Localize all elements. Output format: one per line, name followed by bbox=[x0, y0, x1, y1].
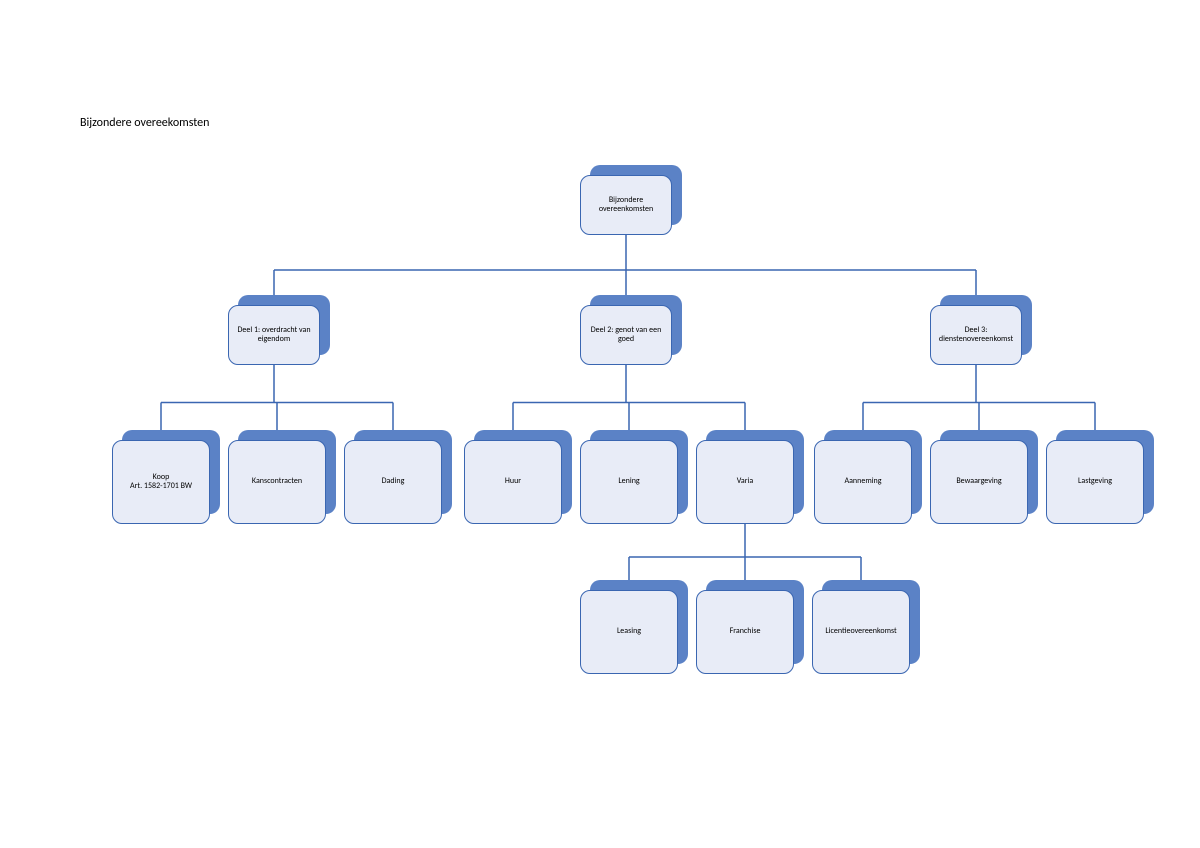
tree-node-deel2: Deel 2: genot van een goed bbox=[580, 305, 672, 365]
node-face: Dading bbox=[344, 440, 442, 524]
tree-node-bewaar: Bewaargeving bbox=[930, 440, 1028, 524]
connector bbox=[863, 365, 1095, 440]
connector-layer bbox=[0, 0, 1200, 848]
node-face: Bewaargeving bbox=[930, 440, 1028, 524]
node-label: Koop Art. 1582-1701 BW bbox=[130, 473, 192, 491]
node-label: Huur bbox=[505, 477, 521, 486]
node-label: Leasing bbox=[617, 627, 641, 636]
node-face: Leasing bbox=[580, 590, 678, 674]
tree-node-last: Lastgeving bbox=[1046, 440, 1144, 524]
node-face: Franchise bbox=[696, 590, 794, 674]
connector bbox=[161, 365, 393, 440]
tree-node-dading: Dading bbox=[344, 440, 442, 524]
node-label: Licentieovereenkomst bbox=[825, 627, 896, 636]
tree-node-kans: Kanscontracten bbox=[228, 440, 326, 524]
tree-node-varia: Varia bbox=[696, 440, 794, 524]
node-label: Deel 3: dienstenovereenkomst bbox=[935, 326, 1017, 344]
node-face: Lening bbox=[580, 440, 678, 524]
connector bbox=[513, 365, 745, 440]
node-face: Bijzondere overeenkomsten bbox=[580, 175, 672, 235]
node-label: Bewaargeving bbox=[956, 477, 1001, 486]
node-face: Deel 1: overdracht van eigendom bbox=[228, 305, 320, 365]
node-label: Franchise bbox=[730, 627, 761, 636]
tree-node-aann: Aanneming bbox=[814, 440, 912, 524]
tree-node-fran: Franchise bbox=[696, 590, 794, 674]
node-label: Kanscontracten bbox=[252, 477, 302, 486]
node-face: Lastgeving bbox=[1046, 440, 1144, 524]
diagram-canvas: Bijzondere overeekomsten Bijzondere over… bbox=[0, 0, 1200, 848]
node-label: Deel 1: overdracht van eigendom bbox=[233, 326, 315, 344]
node-face: Huur bbox=[464, 440, 562, 524]
tree-node-koop: Koop Art. 1582-1701 BW bbox=[112, 440, 210, 524]
tree-node-root: Bijzondere overeenkomsten bbox=[580, 175, 672, 235]
tree-node-lening: Lening bbox=[580, 440, 678, 524]
node-label: Aanneming bbox=[844, 477, 881, 486]
tree-node-lic: Licentieovereenkomst bbox=[812, 590, 910, 674]
node-label: Deel 2: genot van een goed bbox=[585, 326, 667, 344]
node-label: Dading bbox=[382, 477, 405, 486]
node-label: Lastgeving bbox=[1078, 477, 1112, 486]
tree-node-leas: Leasing bbox=[580, 590, 678, 674]
node-face: Kanscontracten bbox=[228, 440, 326, 524]
node-face: Koop Art. 1582-1701 BW bbox=[112, 440, 210, 524]
node-face: Deel 2: genot van een goed bbox=[580, 305, 672, 365]
node-label: Bijzondere overeenkomsten bbox=[585, 196, 667, 214]
tree-node-deel1: Deel 1: overdracht van eigendom bbox=[228, 305, 320, 365]
node-face: Aanneming bbox=[814, 440, 912, 524]
node-label: Lening bbox=[618, 477, 639, 486]
node-face: Varia bbox=[696, 440, 794, 524]
tree-node-deel3: Deel 3: dienstenovereenkomst bbox=[930, 305, 1022, 365]
node-face: Licentieovereenkomst bbox=[812, 590, 910, 674]
node-label: Varia bbox=[737, 477, 753, 486]
node-face: Deel 3: dienstenovereenkomst bbox=[930, 305, 1022, 365]
tree-node-huur: Huur bbox=[464, 440, 562, 524]
